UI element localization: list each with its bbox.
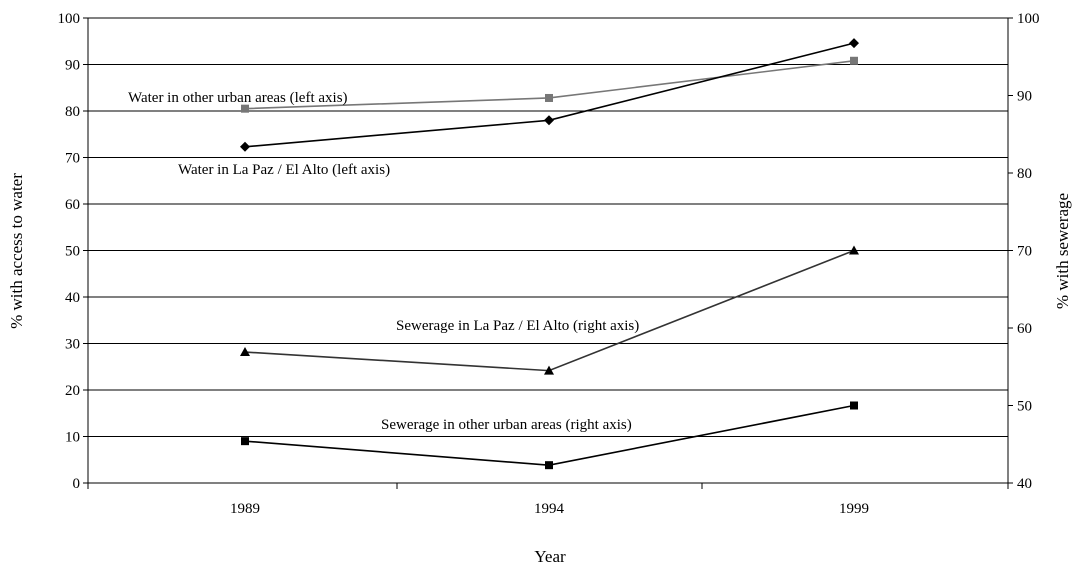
y-axis-title-left: % with access to water <box>7 173 26 329</box>
y-tick-label-left: 30 <box>65 337 80 353</box>
series-label: Water in other urban areas (left axis) <box>128 90 348 106</box>
x-axis-title: Year <box>534 547 566 566</box>
data-point-triangle <box>849 245 859 255</box>
y-tick-label-right: 40 <box>1017 476 1032 492</box>
y-tick-label-right: 60 <box>1017 321 1032 337</box>
y-tick-label-left: 70 <box>65 151 80 167</box>
series-label: Water in La Paz / El Alto (left axis) <box>178 162 390 178</box>
y-tick-label-right: 90 <box>1017 89 1032 105</box>
gridlines <box>88 17 1008 437</box>
y-tick-label-left: 80 <box>65 104 80 120</box>
data-point-triangle <box>544 365 554 375</box>
y-tick-label-left: 10 <box>65 430 80 446</box>
x-tick-label: 1999 <box>839 501 869 517</box>
series-label: Sewerage in other urban areas (right axi… <box>381 417 632 433</box>
data-point-square <box>850 56 858 65</box>
data-point-square <box>241 104 249 113</box>
series-label: Sewerage in La Paz / El Alto (right axis… <box>396 318 639 334</box>
data-point-square <box>850 401 858 410</box>
y-tick-label-right: 70 <box>1017 244 1032 260</box>
data-point-square <box>241 437 249 446</box>
data-point-triangle <box>240 347 250 357</box>
series-line <box>244 249 855 372</box>
data-point-diamond <box>849 38 859 49</box>
y-tick-label-right: 50 <box>1017 399 1032 415</box>
series-labels: Water in other urban areas (left axis) Wa… <box>128 90 639 433</box>
y-axis-title-right: % with sewerage <box>1053 193 1072 309</box>
x-tick-label: 1989 <box>230 501 260 517</box>
y-tick-label-left: 20 <box>65 383 80 399</box>
series-line <box>244 404 855 466</box>
y-tick-label-left: 100 <box>58 11 81 27</box>
y-tick-label-left: 60 <box>65 197 80 213</box>
y-tick-label-left: 40 <box>65 290 80 306</box>
data-point-square <box>545 93 553 102</box>
y-tick-label-left: 0 <box>73 476 81 492</box>
data-point-square <box>545 461 553 470</box>
tick-labels: 0 10 20 30 40 50 60 70 80 90 100 40 50 60 70 80 90 100 198… <box>58 11 1040 517</box>
data-point-diamond <box>240 141 250 152</box>
y-tick-label-right: 100 <box>1017 11 1040 27</box>
x-tick-label: 1994 <box>534 501 565 517</box>
y-tick-label-right: 80 <box>1017 166 1032 182</box>
axes <box>83 17 1013 489</box>
y-tick-label-left: 50 <box>65 244 80 260</box>
series-group <box>240 38 859 470</box>
data-point-diamond <box>544 115 554 126</box>
y-tick-label-left: 90 <box>65 58 80 74</box>
